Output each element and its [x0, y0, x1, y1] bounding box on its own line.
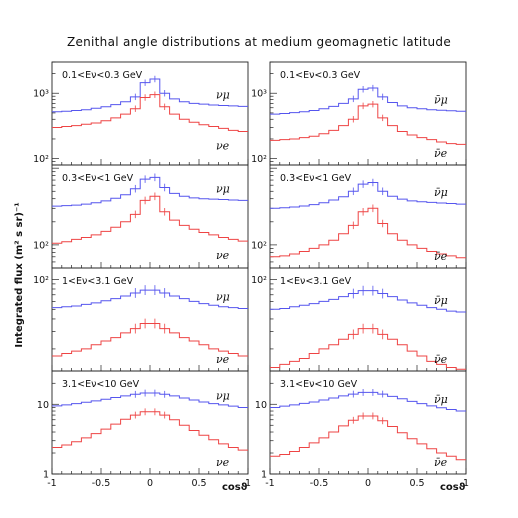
x-tick-label: -0.5 [92, 478, 111, 489]
energy-range-label: 3.1<Eν<10 GeV [62, 379, 140, 390]
x-tick-label: -1 [265, 478, 274, 489]
series-label-numu: ν̄μ [434, 186, 448, 199]
series-label-numu: νμ [216, 88, 230, 101]
x-tick-label: 1 [463, 478, 469, 489]
panel-4: 10² ν̄μ ν̄e 0.3<Eν<1 GeV [251, 164, 467, 269]
panel-1: 10² 10³ νμ νe 0.1<Eν<0.3 GeV [33, 61, 249, 166]
series-line-nue [52, 94, 248, 132]
x-tick-label: -0.5 [310, 478, 329, 489]
x-tick-label: 0 [365, 478, 371, 489]
series-label-nue: νe [216, 353, 230, 366]
x-tick-label: 1 [245, 478, 251, 489]
panel-5: 10² νμ νe 1<Eν<3.1 GeV [33, 267, 249, 372]
series-line-numu [52, 78, 248, 113]
energy-range-label: 0.3<Eν<1 GeV [280, 173, 352, 184]
series-line-numu [270, 391, 466, 412]
x-tick-label: 0.5 [409, 478, 424, 489]
x-tick-label: -1 [47, 478, 56, 489]
y-tick-label: 10³ [251, 89, 267, 100]
panel-8: 1 10 ν̄μ ν̄e 3.1<Eν<10 GeV -1 -0.5 0 0.5 1 [255, 370, 469, 489]
y-tick-label: 10² [251, 154, 267, 165]
series-label-nue: ν̄e [434, 147, 448, 160]
series-line-nue [270, 328, 466, 370]
energy-range-label: 0.1<Eν<0.3 GeV [62, 70, 143, 81]
series-line-nue [52, 323, 248, 357]
panel-7: 1 10 νμ νe 3.1<Eν<10 GeV -1 -0.5 0 0.5 1 [37, 370, 251, 489]
x-tick-label: 0.5 [191, 478, 206, 489]
panel-3: 10² νμ νe 0.3<Eν<1 GeV [33, 164, 249, 269]
series-label-numu: ν̄μ [434, 93, 448, 106]
series-line-nue [270, 415, 466, 461]
series-line-nue [52, 411, 248, 451]
y-tick-label: 10² [251, 275, 267, 286]
series-label-nue: νe [216, 456, 230, 469]
panels-group: 10² 10³ νμ νe 0.1<Eν<0.3 GeV 10² 10³ ν̄μ ν̄e 0.1<… [33, 61, 469, 489]
series-label-nue: ν̄e [434, 456, 448, 469]
y-axis-label: Integrated flux (m² s sr)⁻¹ [14, 202, 25, 347]
panel-6: 10² ν̄μ ν̄e 1<Eν<3.1 GeV [251, 267, 467, 372]
series-line-numu [52, 392, 248, 408]
panel-2: 10² 10³ ν̄μ ν̄e 0.1<Eν<0.3 GeV [251, 61, 467, 166]
y-tick-label: 1 [261, 470, 267, 481]
series-line-nue [270, 103, 466, 145]
energy-range-label: 0.1<Eν<0.3 GeV [280, 70, 361, 81]
series-label-nue: νe [216, 140, 230, 153]
series-label-numu: ν̄μ [434, 393, 448, 406]
x-axis-label-left: cosϑ [222, 482, 248, 493]
y-tick-label: 10² [33, 240, 49, 251]
y-tick-label: 10 [37, 400, 49, 411]
series-label-nue: ν̄e [434, 250, 448, 263]
series-label-nue: νe [216, 249, 230, 262]
series-line-nue [52, 195, 248, 244]
series-line-numu [270, 87, 466, 115]
energy-range-label: 0.3<Eν<1 GeV [62, 173, 134, 184]
series-line-numu [52, 176, 248, 207]
series-line-numu [52, 289, 248, 309]
y-tick-label: 1 [43, 470, 49, 481]
energy-range-label: 3.1<Eν<10 GeV [280, 379, 358, 390]
series-line-numu [270, 290, 466, 313]
series-line-nue [270, 207, 466, 259]
y-tick-label: 10³ [33, 89, 49, 100]
energy-range-label: 1<Eν<3.1 GeV [280, 276, 352, 287]
series-label-numu: νμ [216, 389, 230, 402]
series-line-numu [270, 182, 466, 209]
y-tick-label: 10² [251, 240, 267, 251]
series-label-numu: ν̄μ [434, 294, 448, 307]
x-tick-label: 0 [147, 478, 153, 489]
y-tick-label: 10² [33, 275, 49, 286]
series-label-nue: ν̄e [434, 353, 448, 366]
energy-range-label: 1<Eν<3.1 GeV [62, 276, 134, 287]
x-axis-label-right: cosϑ [440, 482, 466, 493]
series-label-numu: νμ [216, 290, 230, 303]
series-label-numu: νμ [216, 182, 230, 195]
y-tick-label: 10 [255, 400, 267, 411]
chart-title: Zenithal angle distributions at medium g… [67, 35, 451, 49]
y-tick-label: 10² [33, 154, 49, 165]
